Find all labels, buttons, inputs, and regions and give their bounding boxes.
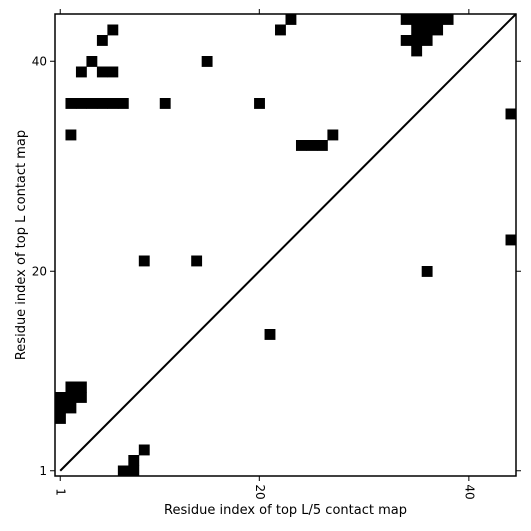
contact-cell-top-l <box>96 66 108 78</box>
contact-cell-top-l <box>411 45 423 57</box>
contact-cell-top-l <box>442 14 454 25</box>
contact-cell-top-l <box>295 140 307 151</box>
contact-cell-top-l5 <box>75 381 87 393</box>
contact-cell-top-l <box>107 24 119 36</box>
contact-cell-top-l <box>191 255 203 267</box>
y-axis-label: Residue index of top L contact map <box>14 130 29 360</box>
contact-cell-top-l <box>159 98 171 109</box>
contact-cell-top-l <box>327 129 339 141</box>
contact-cell-top-l5 <box>65 402 77 414</box>
contact-cell-top-l <box>306 140 318 151</box>
contact-cell-top-l <box>275 24 286 36</box>
contact-cell-top-l5 <box>128 455 140 466</box>
contact-cell-top-l5 <box>505 234 517 246</box>
contact-cell-top-l <box>201 56 213 67</box>
contact-cell-top-l5 <box>55 392 66 403</box>
contact-cell-top-l <box>117 98 129 109</box>
contact-cell-top-l <box>75 98 87 109</box>
contact-cell-top-l <box>65 129 77 141</box>
axis-tick-labels: 1 20 40 1 20 40 <box>32 54 477 499</box>
contact-cell-top-l <box>75 66 87 78</box>
contact-cell-top-l5 <box>264 329 276 340</box>
contact-cell-top-l <box>86 98 98 109</box>
contact-cell-top-l <box>411 24 423 36</box>
axis-ticks <box>50 9 521 481</box>
plot-frame <box>54 13 517 477</box>
top-l5-contact-cells <box>55 108 517 477</box>
contact-cell-top-l <box>107 66 119 78</box>
diagonal-line <box>59 13 517 472</box>
contact-cell-top-l <box>316 140 328 151</box>
contact-cell-top-l <box>96 98 108 109</box>
contact-cell-top-l5 <box>128 465 140 477</box>
contact-cell-top-l <box>138 255 150 267</box>
x-tick-label: 1 <box>54 488 68 496</box>
contact-cell-top-l <box>285 14 297 25</box>
contact-cell-top-l <box>411 35 423 46</box>
y-tick-label: 40 <box>32 54 47 68</box>
contact-cell-top-l <box>254 98 265 109</box>
contact-cell-top-l <box>107 98 119 109</box>
contact-cell-top-l <box>65 98 77 109</box>
x-tick-label: 20 <box>253 484 267 499</box>
contact-cell-top-l <box>96 35 108 46</box>
contact-cell-top-l <box>421 24 433 36</box>
y-tick-label: 1 <box>39 464 47 478</box>
contact-cell-top-l5 <box>55 413 66 424</box>
contact-cell-top-l <box>432 24 444 36</box>
contact-cell-top-l5 <box>65 381 77 393</box>
contact-cell-top-l5 <box>117 465 129 477</box>
contact-cell-top-l <box>400 35 412 46</box>
contact-cell-top-l <box>86 56 98 67</box>
y-tick-label: 20 <box>32 264 47 278</box>
contact-cell-top-l5 <box>421 266 433 277</box>
top-l-contact-cells <box>65 14 454 267</box>
contact-cell-top-l5 <box>55 402 66 414</box>
contact-cell-top-l <box>400 14 412 25</box>
contact-cell-top-l5 <box>75 392 87 403</box>
contact-cell-top-l <box>411 14 423 25</box>
contact-cell-top-l <box>421 35 433 46</box>
x-tick-label: 40 <box>462 484 476 499</box>
contact-cell-top-l <box>432 14 444 25</box>
contact-cell-top-l5 <box>505 108 517 120</box>
contact-cell-top-l <box>421 14 433 25</box>
contact-cell-top-l5 <box>65 392 77 403</box>
x-axis-label: Residue index of top L/5 contact map <box>164 503 407 518</box>
contact-cell-top-l5 <box>138 444 150 456</box>
